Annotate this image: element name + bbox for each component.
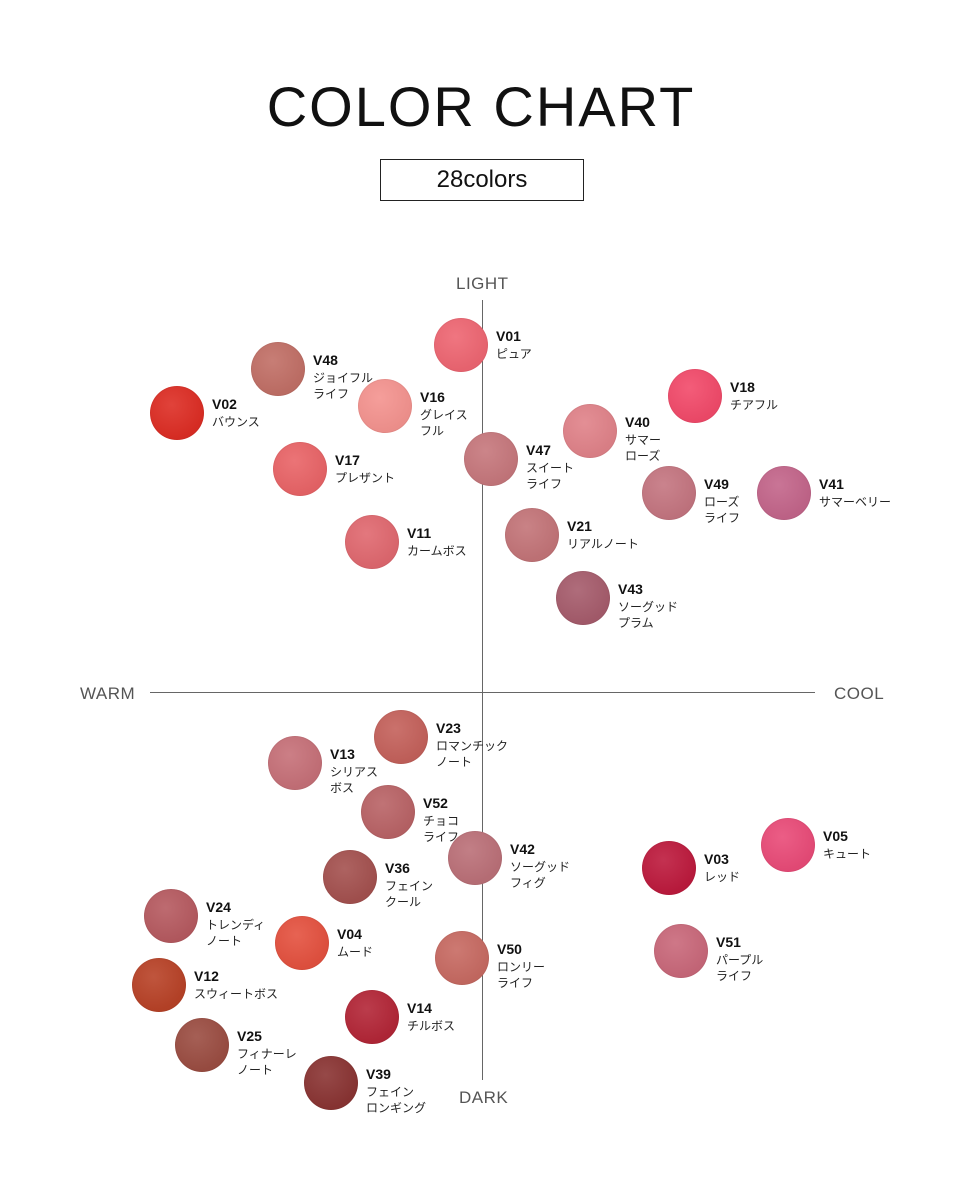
swatch-name-v36: フェイン クール: [385, 879, 434, 909]
swatch-v50: [435, 931, 489, 985]
swatch-code-v41: V41: [819, 476, 844, 492]
vertical-axis-line: [482, 300, 483, 1080]
swatch-name-v16: グレイス フル: [420, 408, 468, 438]
swatch-v41: [757, 466, 811, 520]
swatch-v43: [556, 571, 610, 625]
swatch-name-v03: レッド: [704, 870, 741, 884]
swatch-name-v04: ムード: [337, 945, 374, 959]
swatch-code-v01: V01: [496, 328, 521, 344]
swatch-name-v13: シリアス ボス: [330, 765, 379, 795]
swatch-v25: [175, 1018, 229, 1072]
swatch-code-v39: V39: [366, 1066, 391, 1082]
swatch-v16: [358, 379, 412, 433]
swatch-v13: [268, 736, 322, 790]
color-count-badge: 28colors: [380, 159, 584, 201]
horizontal-axis-line: [150, 692, 815, 693]
swatch-code-v47: V47: [526, 442, 551, 458]
swatch-code-v49: V49: [704, 476, 729, 492]
swatch-name-v17: プレザント: [335, 471, 396, 485]
page-title: COLOR CHART: [266, 75, 696, 138]
swatch-name-v43: ソーグッド プラム: [618, 600, 679, 630]
swatch-name-v25: フィナーレ ノート: [237, 1047, 297, 1077]
swatch-code-v51: V51: [716, 934, 741, 950]
swatch-name-v05: キュート: [823, 847, 872, 861]
swatch-name-v24: トレンディ ノート: [206, 918, 266, 948]
swatch-v05: [761, 818, 815, 872]
swatch-v21: [505, 508, 559, 562]
swatch-name-v48: ジョイフル ライフ: [313, 371, 374, 401]
swatch-code-v23: V23: [436, 720, 461, 736]
swatch-v36: [323, 850, 377, 904]
swatch-name-v21: リアルノート: [567, 537, 639, 551]
swatch-v24: [144, 889, 198, 943]
swatch-v51: [654, 924, 708, 978]
swatch-v52: [361, 785, 415, 839]
swatch-name-v11: カームボス: [407, 544, 467, 558]
swatch-code-v43: V43: [618, 581, 643, 597]
swatch-name-v49: ローズ ライフ: [704, 495, 741, 525]
swatch-code-v13: V13: [330, 746, 355, 762]
swatch-name-v51: パープル ライフ: [716, 953, 764, 983]
swatch-v49: [642, 466, 696, 520]
swatch-name-v52: チョコ ライフ: [423, 814, 460, 844]
axis-label-light: LIGHT: [456, 274, 509, 293]
swatch-name-v01: ピュア: [496, 347, 532, 361]
axis-label-dark: DARK: [459, 1088, 509, 1107]
swatch-code-v48: V48: [313, 352, 338, 368]
swatch-code-v14: V14: [407, 1000, 432, 1016]
swatch-name-v14: チルボス: [407, 1019, 456, 1033]
swatch-v01: [434, 318, 488, 372]
swatch-name-v40: サマー ローズ: [625, 433, 662, 463]
swatch-v48: [251, 342, 305, 396]
swatch-name-v41: サマーベリー: [819, 495, 892, 509]
swatch-v14: [345, 990, 399, 1044]
swatch-code-v52: V52: [423, 795, 448, 811]
swatch-code-v18: V18: [730, 379, 755, 395]
swatch-v47: [464, 432, 518, 486]
swatch-code-v05: V05: [823, 828, 848, 844]
swatch-code-v12: V12: [194, 968, 219, 984]
swatch-code-v02: V02: [212, 396, 237, 412]
axis-label-warm: WARM: [80, 684, 136, 703]
swatch-v17: [273, 442, 327, 496]
swatch-v18: [668, 369, 722, 423]
axis-label-cool: COOL: [834, 684, 885, 703]
swatch-v02: [150, 386, 204, 440]
swatch-v11: [345, 515, 399, 569]
swatch-name-v42: ソーグッド フィグ: [510, 860, 571, 890]
swatch-code-v16: V16: [420, 389, 445, 405]
swatch-code-v17: V17: [335, 452, 360, 468]
swatch-name-v02: バウンス: [212, 415, 260, 429]
swatch-v04: [275, 916, 329, 970]
swatch-v03: [642, 841, 696, 895]
swatch-name-v39: フェイン ロンギング: [366, 1085, 427, 1115]
swatch-name-v47: スイート ライフ: [526, 461, 575, 491]
swatch-code-v21: V21: [567, 518, 592, 534]
swatch-code-v40: V40: [625, 414, 650, 430]
swatch-code-v11: V11: [407, 525, 432, 541]
swatch-v23: [374, 710, 428, 764]
swatch-code-v04: V04: [337, 926, 362, 942]
swatch-v12: [132, 958, 186, 1012]
swatch-code-v03: V03: [704, 851, 729, 867]
swatch-code-v50: V50: [497, 941, 522, 957]
swatch-code-v42: V42: [510, 841, 535, 857]
swatch-name-v50: ロンリー ライフ: [497, 960, 546, 990]
swatch-v40: [563, 404, 617, 458]
swatch-code-v25: V25: [237, 1028, 262, 1044]
swatch-name-v23: ロマンチック ノート: [436, 739, 509, 769]
swatch-name-v12: スウィートボス: [194, 987, 279, 1001]
swatch-v39: [304, 1056, 358, 1110]
swatch-name-v18: チアフル: [730, 398, 779, 412]
swatch-v42: [448, 831, 502, 885]
swatch-code-v36: V36: [385, 860, 410, 876]
swatch-code-v24: V24: [206, 899, 231, 915]
